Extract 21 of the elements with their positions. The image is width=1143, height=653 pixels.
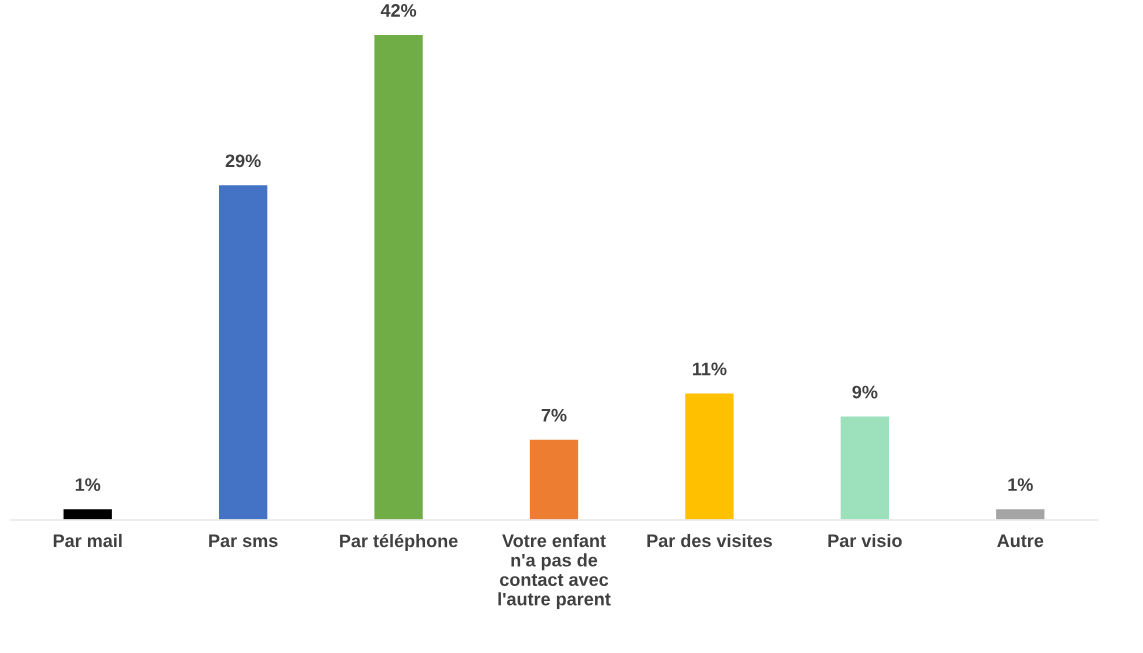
- data-label: 1%: [1008, 478, 1033, 491]
- data-label: 42%: [380, 4, 417, 17]
- bar: [373, 33, 425, 520]
- data-label: 11%: [692, 362, 727, 376]
- x-tick-label: Par mail: [53, 533, 122, 548]
- x-tick-label: Par sms: [209, 534, 278, 548]
- bar: [839, 415, 891, 520]
- x-tick-label: Votre enfant n'a pas de contact avec l'autre parent: [498, 533, 611, 610]
- bar: [217, 183, 269, 520]
- bar: [62, 507, 114, 520]
- data-label: 29%: [225, 154, 261, 168]
- bar: [683, 392, 735, 520]
- data-label: 1%: [75, 478, 101, 491]
- x-tick-label: Autre: [997, 534, 1044, 548]
- data-label: 9%: [852, 385, 878, 399]
- x-tick-label: Par téléphone: [340, 533, 458, 551]
- bar: [528, 438, 580, 520]
- x-tick-label: Par visio: [828, 533, 902, 548]
- x-tick-label: Par des visites: [647, 533, 772, 548]
- bar: [994, 507, 1046, 520]
- data-label: 7%: [541, 408, 567, 422]
